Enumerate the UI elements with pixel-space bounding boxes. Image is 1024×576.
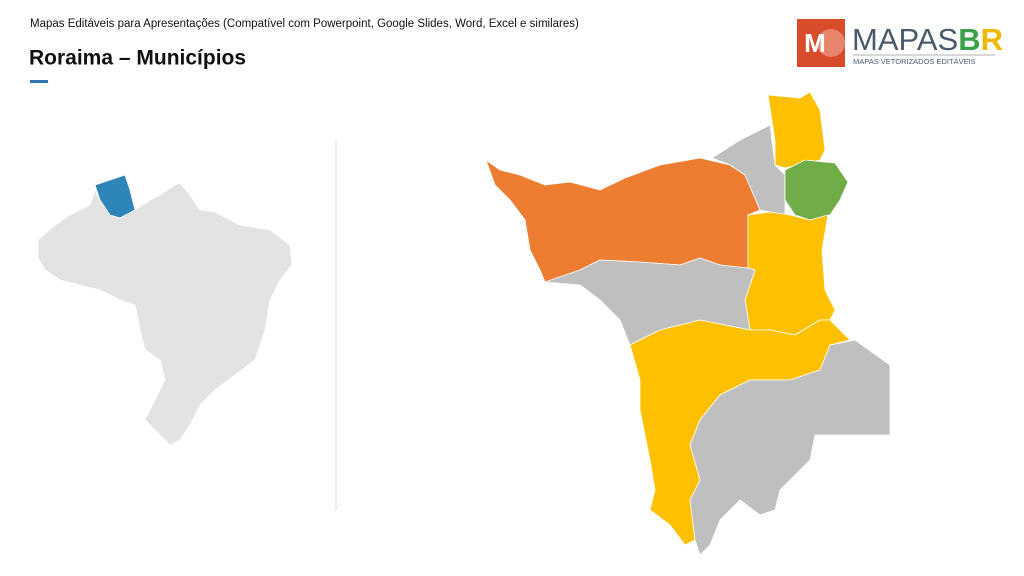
logo-tagline: MAPAS VETORIZADOS EDITÁVEIS: [853, 57, 976, 66]
logo-name-main: MAPAS: [852, 22, 958, 57]
logo-name-b: B: [958, 22, 980, 57]
logo-letter: M: [804, 28, 826, 58]
municipality: [767, 91, 826, 169]
municipality: [544, 257, 756, 346]
logo-name-r: R: [981, 22, 1003, 57]
roraima-map: [485, 91, 891, 556]
logo: M MAPASBR MAPAS VETORIZADOS EDITÁVEIS: [797, 19, 1003, 67]
brazil-outline: [37, 182, 293, 446]
roraima-highlight: [94, 174, 136, 219]
municipality: [744, 211, 836, 336]
municipality: [784, 159, 849, 221]
subtitle: Mapas Editáveis para Apresentações (Comp…: [30, 18, 579, 30]
municipality: [689, 339, 891, 556]
brazil-map: [37, 174, 293, 446]
title: Roraima – Municípios: [29, 47, 246, 70]
title-underline: [30, 80, 48, 83]
logo-name: MAPASBR: [852, 22, 1003, 57]
logo-globe: [817, 29, 845, 57]
